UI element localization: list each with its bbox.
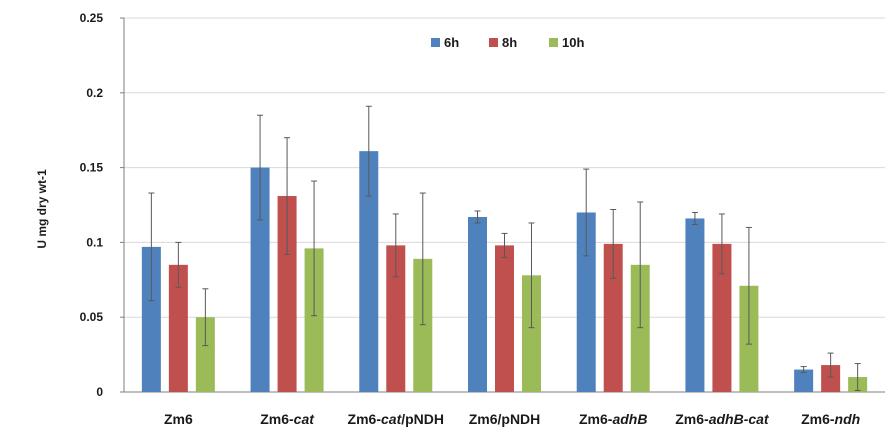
legend-swatch-6h xyxy=(431,38,440,47)
bar-6h-1 xyxy=(250,167,270,392)
y-tick-label: 0.2 xyxy=(86,86,103,100)
y-tick-label: 0.05 xyxy=(80,310,104,324)
bar-10h-4 xyxy=(630,264,650,392)
bar-8h-5 xyxy=(712,243,732,392)
bar-6h-6 xyxy=(794,369,814,392)
x-category-label: Zm6-ndh xyxy=(801,411,860,427)
bar-10h-1 xyxy=(304,248,324,392)
legend-label-8h: 8h xyxy=(502,35,517,50)
bar-8h-6 xyxy=(821,365,841,392)
y-axis-title: U mg dry wt-1 xyxy=(35,169,49,249)
x-category-label: Zm6-cat xyxy=(260,411,315,427)
legend: 6h 8h 10h xyxy=(431,35,584,50)
bar-6h-4 xyxy=(576,212,596,392)
legend-swatch-8h xyxy=(489,38,498,47)
bar-10h-3 xyxy=(522,275,541,392)
bar-10h-2 xyxy=(413,258,433,392)
bar-8h-1 xyxy=(277,196,297,392)
bar-8h-3 xyxy=(495,245,514,392)
y-tick-label: 0.1 xyxy=(86,235,103,249)
x-category-label: Zm6 xyxy=(164,411,193,427)
bars xyxy=(141,151,868,392)
y-tick-label: 0.15 xyxy=(80,161,104,175)
x-category-label: Zm6-adhB xyxy=(579,411,647,427)
legend-label-10h: 10h xyxy=(562,35,584,50)
x-category-label: Zm6-adhB-cat xyxy=(675,411,770,427)
bar-8h-2 xyxy=(386,245,406,392)
legend-label-6h: 6h xyxy=(444,35,459,50)
bar-6h-3 xyxy=(468,216,487,392)
error-bars xyxy=(148,105,861,392)
bar-10h-0 xyxy=(195,317,215,392)
x-category-label: Zm6-cat/pNDH xyxy=(348,411,444,427)
legend-swatch-10h xyxy=(549,38,558,47)
y-tick-labels: 0 0.05 0.1 0.15 0.2 0.25 xyxy=(80,11,104,399)
x-category-label: Zm6/pNDH xyxy=(469,411,541,427)
x-category-labels: Zm6 Zm6-cat Zm6-cat/pNDH Zm6/pNDH Zm6-adhB Zm… xyxy=(164,411,860,427)
bar-8h-4 xyxy=(603,243,623,392)
bar-8h-0 xyxy=(168,264,188,392)
bar-6h-2 xyxy=(359,151,379,392)
bar-6h-5 xyxy=(685,218,705,392)
y-tick-label: 0.25 xyxy=(80,11,104,25)
y-tick-label: 0 xyxy=(96,385,103,399)
bar-6h-0 xyxy=(141,246,161,392)
